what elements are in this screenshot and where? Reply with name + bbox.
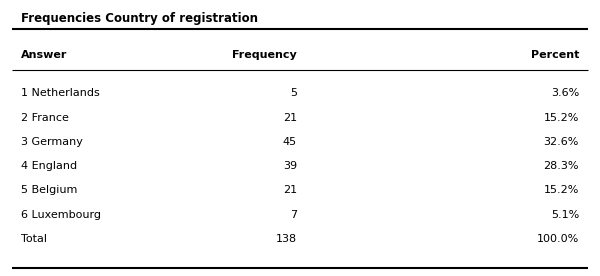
Text: Percent: Percent — [530, 50, 579, 60]
Text: 5 Belgium: 5 Belgium — [21, 185, 77, 195]
Text: 21: 21 — [283, 185, 297, 195]
Text: 28.3%: 28.3% — [544, 161, 579, 171]
Text: 1 Netherlands: 1 Netherlands — [21, 88, 100, 98]
Text: 15.2%: 15.2% — [544, 185, 579, 195]
Text: Frequency: Frequency — [232, 50, 297, 60]
Text: 5.1%: 5.1% — [551, 210, 579, 220]
Text: Answer: Answer — [21, 50, 67, 60]
Text: 2 France: 2 France — [21, 113, 69, 123]
Text: 45: 45 — [283, 137, 297, 147]
Text: 21: 21 — [283, 113, 297, 123]
Text: 39: 39 — [283, 161, 297, 171]
Text: 138: 138 — [276, 234, 297, 244]
Text: 4 England: 4 England — [21, 161, 77, 171]
Text: 7: 7 — [290, 210, 297, 220]
Text: Total: Total — [21, 234, 47, 244]
Text: 6 Luxembourg: 6 Luxembourg — [21, 210, 101, 220]
Text: 3 Germany: 3 Germany — [21, 137, 83, 147]
Text: 15.2%: 15.2% — [544, 113, 579, 123]
Text: 3.6%: 3.6% — [551, 88, 579, 98]
Text: Frequencies Country of registration: Frequencies Country of registration — [21, 12, 258, 25]
Text: 100.0%: 100.0% — [537, 234, 579, 244]
Text: 5: 5 — [290, 88, 297, 98]
Text: 32.6%: 32.6% — [544, 137, 579, 147]
